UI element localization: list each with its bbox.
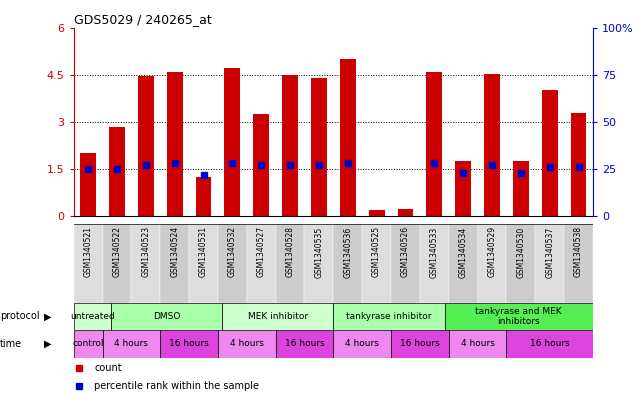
Bar [362,224,391,303]
Bar [74,224,103,303]
Text: GDS5029 / 240265_at: GDS5029 / 240265_at [74,13,212,26]
Bar [506,330,593,358]
Bar [449,330,506,358]
Bar [111,303,222,330]
Bar [247,224,276,303]
Text: GSM1340525: GSM1340525 [372,226,381,277]
Bar [445,303,593,330]
Bar [218,330,276,358]
Bar [333,330,391,358]
Text: GSM1340536: GSM1340536 [343,226,353,277]
Bar [420,224,449,303]
Text: 16 hours: 16 hours [169,340,209,348]
Bar [506,224,535,303]
Bar [74,303,111,330]
Bar [391,330,449,358]
Bar [426,72,442,216]
Text: 4 hours: 4 hours [230,340,263,348]
Bar [138,76,154,216]
Bar [282,75,298,216]
Bar [570,113,587,216]
Bar [478,224,506,303]
Text: 4 hours: 4 hours [115,340,148,348]
Bar [218,224,247,303]
Text: 4 hours: 4 hours [345,340,379,348]
Bar [109,127,125,216]
Text: tankyrase and MEK
inhibitors: tankyrase and MEK inhibitors [476,307,562,326]
Text: GSM1340531: GSM1340531 [199,226,208,277]
Bar [167,72,183,216]
Bar [449,224,478,303]
Text: GSM1340523: GSM1340523 [141,226,151,277]
Bar [542,90,558,216]
Text: time: time [0,339,22,349]
Bar [160,330,218,358]
Bar [74,330,103,358]
Bar [189,224,218,303]
Bar [391,224,420,303]
Bar [564,224,593,303]
Text: GSM1340532: GSM1340532 [228,226,237,277]
Text: GSM1340529: GSM1340529 [487,226,497,277]
Text: GSM1340524: GSM1340524 [170,226,179,277]
Bar [340,59,356,216]
Text: ▶: ▶ [44,339,52,349]
Bar [369,211,385,216]
Bar [222,303,333,330]
Text: DMSO: DMSO [153,312,180,321]
Bar [80,153,96,216]
Bar [224,68,240,216]
Text: 16 hours: 16 hours [529,340,570,348]
Bar [535,224,564,303]
Bar [513,161,529,216]
Text: control: control [72,340,104,348]
Bar [276,224,304,303]
Text: count: count [94,363,122,373]
Text: GSM1340535: GSM1340535 [314,226,324,277]
Text: GSM1340526: GSM1340526 [401,226,410,277]
Text: GSM1340527: GSM1340527 [256,226,266,277]
Bar [103,224,131,303]
Text: GSM1340521: GSM1340521 [83,226,93,277]
Bar [333,224,362,303]
Bar [196,177,212,216]
Text: percentile rank within the sample: percentile rank within the sample [94,381,260,391]
Bar [103,330,160,358]
Bar [131,224,160,303]
Text: GSM1340528: GSM1340528 [285,226,295,277]
Bar [253,114,269,216]
Text: GSM1340538: GSM1340538 [574,226,583,277]
Text: 16 hours: 16 hours [285,340,324,348]
Bar [397,209,413,216]
Bar [333,303,445,330]
Text: MEK inhibitor: MEK inhibitor [247,312,308,321]
Bar [311,79,327,216]
Text: GSM1340522: GSM1340522 [112,226,122,277]
Bar [484,74,500,216]
Bar [455,161,471,216]
Bar [304,224,333,303]
Text: untreated: untreated [70,312,115,321]
Bar [160,224,189,303]
Text: protocol: protocol [0,311,40,321]
Text: 4 hours: 4 hours [461,340,494,348]
Text: GSM1340533: GSM1340533 [429,226,439,277]
Text: tankyrase inhibitor: tankyrase inhibitor [346,312,431,321]
Text: GSM1340530: GSM1340530 [516,226,526,277]
Bar [276,330,333,358]
Text: GSM1340537: GSM1340537 [545,226,554,277]
Text: 16 hours: 16 hours [400,340,440,348]
Text: GSM1340534: GSM1340534 [458,226,468,277]
Text: ▶: ▶ [44,311,52,321]
